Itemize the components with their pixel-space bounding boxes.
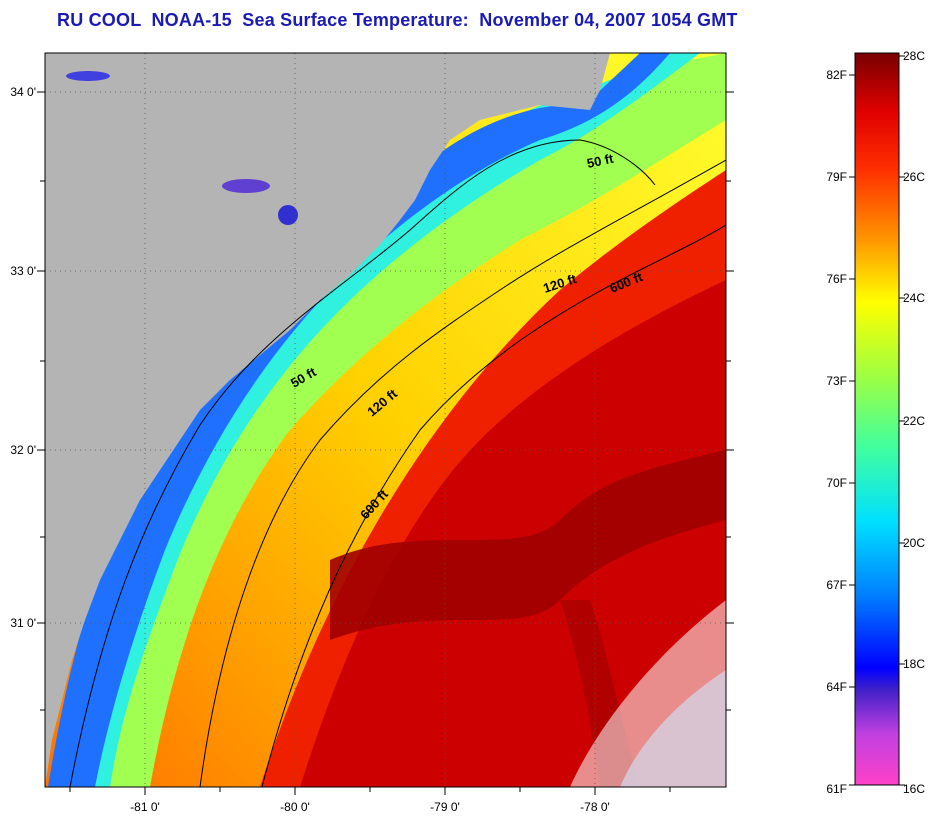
cb-f-61: 61F xyxy=(826,782,847,796)
lon-label-81: -81 0' xyxy=(130,800,160,814)
cb-f-79: 79F xyxy=(826,170,847,184)
lon-label-78: -78 0' xyxy=(580,800,610,814)
cb-c-20: 20C xyxy=(903,536,925,550)
inland-lake-icon xyxy=(66,71,110,81)
cb-c-24: 24C xyxy=(903,291,925,305)
colorbar-ticks xyxy=(849,55,905,786)
lat-label-31: 31 0' xyxy=(10,616,36,630)
cb-c-18: 18C xyxy=(903,657,925,671)
graticule xyxy=(45,53,726,787)
map-title: RU COOL NOAA-15 Sea Surface Temperature:… xyxy=(57,10,738,30)
isobath-600ft xyxy=(261,224,726,787)
lon-label-80: -80 0' xyxy=(280,800,310,814)
cb-f-67: 67F xyxy=(826,578,847,592)
land-mass xyxy=(45,53,610,787)
cb-f-82: 82F xyxy=(826,68,847,82)
cb-f-70: 70F xyxy=(826,476,847,490)
lake-moultrie-icon xyxy=(278,205,298,225)
gulf-stream-core xyxy=(300,280,726,787)
cloud-contamination xyxy=(570,600,726,787)
cb-c-16: 16C xyxy=(903,782,925,796)
cb-f-64: 64F xyxy=(826,680,847,694)
lat-label-33: 33 0' xyxy=(10,264,36,278)
map-area: 50 ft 120 ft 600 ft 50 ft 120 ft 600 ft xyxy=(45,53,726,787)
cb-c-26: 26C xyxy=(903,170,925,184)
cb-c-22: 22C xyxy=(903,414,925,428)
isobath-120ft xyxy=(199,159,726,787)
lon-label-79: -79 0' xyxy=(430,800,460,814)
isobath-50ft xyxy=(69,139,656,787)
isobath-label-50ft-north: 50 ft xyxy=(586,151,616,171)
cb-f-76: 76F xyxy=(826,272,847,286)
gulf-stream-filament xyxy=(330,450,726,640)
colorbar xyxy=(854,52,900,786)
cb-c-28: 28C xyxy=(903,49,925,63)
longitude-ticks xyxy=(69,787,671,795)
lat-label-32: 32 0' xyxy=(10,443,36,457)
lat-label-34: 34 0' xyxy=(10,85,36,99)
lake-marion-icon xyxy=(222,179,270,193)
cb-f-73: 73F xyxy=(826,374,847,388)
map-frame xyxy=(44,52,727,788)
latitude-ticks xyxy=(37,91,734,711)
